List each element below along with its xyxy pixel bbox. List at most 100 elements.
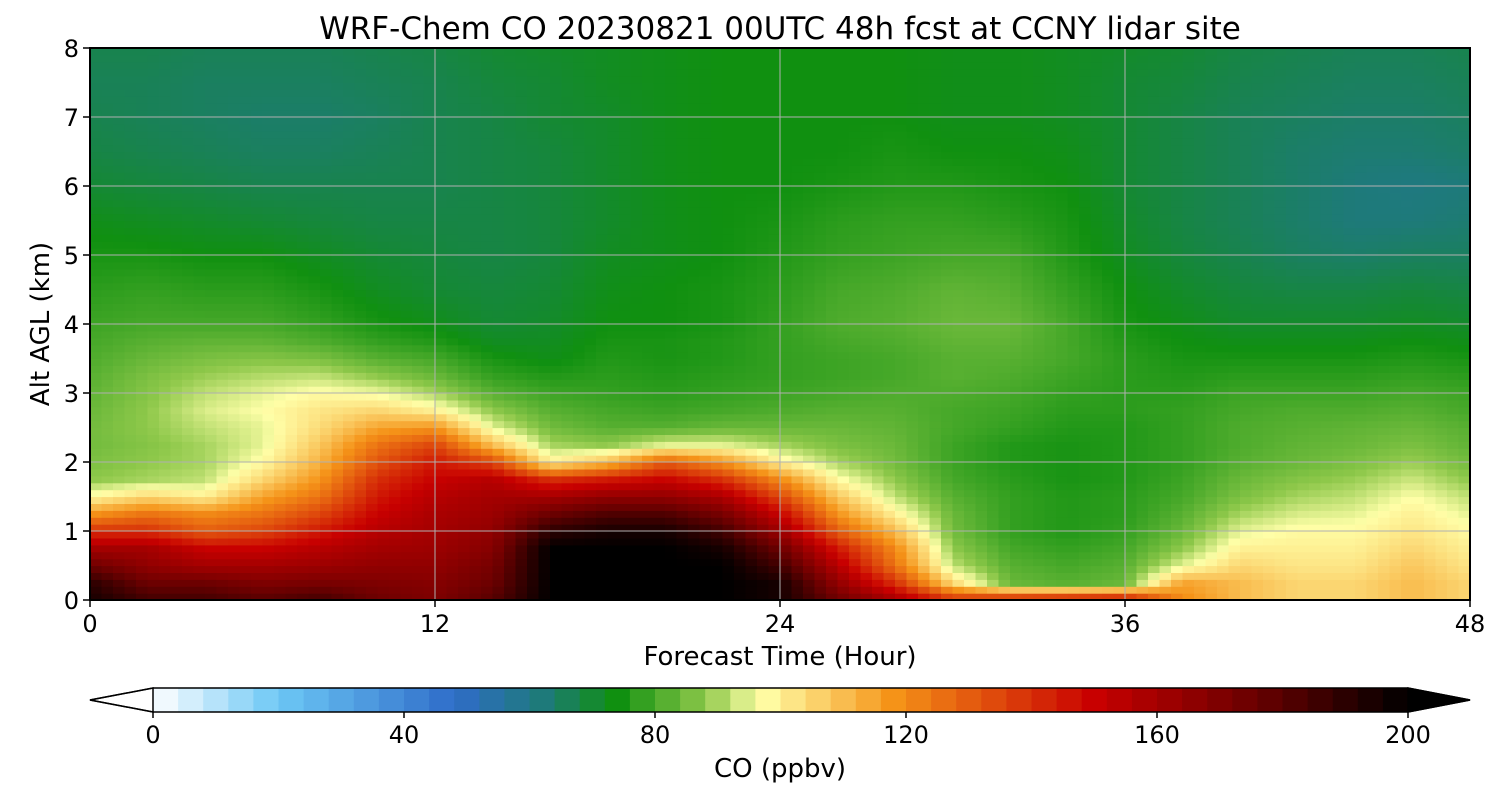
co-cell — [699, 268, 712, 277]
co-cell — [113, 496, 126, 504]
co-cell — [285, 248, 298, 256]
co-cell — [366, 496, 379, 504]
co-cell — [596, 386, 609, 394]
co-cell — [435, 372, 448, 380]
co-cell — [216, 475, 229, 484]
co-cell — [780, 434, 793, 442]
co-cell — [113, 420, 126, 429]
co-cell — [538, 593, 551, 601]
co-cell — [561, 365, 574, 373]
co-cell — [366, 137, 379, 146]
co-cell — [423, 551, 436, 560]
co-cell — [699, 427, 712, 435]
co-cell — [596, 448, 609, 456]
co-cell — [412, 282, 425, 291]
co-cell — [366, 393, 379, 401]
co-cell — [665, 365, 678, 373]
co-cell — [320, 399, 333, 408]
co-cell — [366, 351, 379, 360]
co-cell — [699, 337, 712, 346]
co-cell — [711, 420, 724, 429]
co-cell — [619, 565, 632, 573]
co-cell — [193, 399, 206, 408]
co-cell — [170, 379, 183, 387]
co-cell — [216, 220, 229, 228]
co-cell — [90, 579, 103, 587]
co-cell — [308, 192, 321, 201]
co-cell — [101, 82, 114, 90]
co-cell — [216, 165, 229, 173]
co-cell — [630, 572, 643, 580]
co-cell — [481, 158, 494, 166]
co-cell — [193, 289, 206, 297]
co-cell — [780, 220, 793, 228]
co-cell — [481, 61, 494, 70]
co-cell — [481, 255, 494, 263]
co-cell — [124, 151, 137, 159]
co-cell — [274, 103, 287, 111]
co-cell — [446, 572, 459, 580]
co-cell — [607, 496, 620, 504]
co-cell — [377, 413, 390, 422]
co-cell — [607, 365, 620, 373]
co-cell — [780, 268, 793, 277]
co-cell — [688, 227, 701, 235]
co-cell — [757, 524, 770, 532]
co-cell — [400, 186, 413, 194]
co-cell — [722, 268, 735, 277]
co-cell — [469, 386, 482, 394]
co-cell — [504, 268, 517, 277]
co-cell — [504, 199, 517, 208]
co-cell — [596, 275, 609, 284]
co-cell — [124, 455, 137, 463]
co-cell — [251, 420, 264, 429]
co-cell — [665, 441, 678, 449]
co-cell — [366, 586, 379, 594]
co-cell — [343, 324, 356, 332]
co-cell — [734, 227, 747, 235]
co-cell — [216, 227, 229, 235]
co-cell — [170, 151, 183, 159]
co-cell — [676, 496, 689, 504]
co-cell — [745, 475, 758, 484]
co-cell — [757, 441, 770, 449]
co-cell — [722, 551, 735, 560]
co-cell — [745, 455, 758, 463]
co-cell — [653, 427, 666, 435]
co-cell — [550, 344, 563, 353]
co-cell — [354, 503, 367, 511]
co-cell — [147, 455, 160, 463]
co-cell — [619, 110, 632, 118]
co-cell — [354, 337, 367, 346]
co-cell — [688, 75, 701, 84]
co-cell — [216, 151, 229, 159]
co-cell — [285, 220, 298, 228]
co-cell — [676, 151, 689, 159]
co-cell — [607, 579, 620, 587]
co-cell — [113, 475, 126, 484]
co-cell — [665, 406, 678, 415]
co-cell — [251, 151, 264, 159]
co-cell — [274, 165, 287, 173]
co-cell — [515, 565, 528, 573]
co-cell — [90, 206, 103, 215]
co-cell — [504, 82, 517, 90]
co-cell — [446, 296, 459, 304]
co-cell — [492, 537, 505, 546]
co-cell — [320, 510, 333, 518]
co-cell — [366, 54, 379, 63]
co-cell — [757, 544, 770, 553]
co-cell — [745, 220, 758, 228]
co-cell — [239, 261, 252, 270]
co-cell — [504, 227, 517, 235]
co-cell — [136, 503, 149, 511]
co-cell — [676, 117, 689, 125]
co-cell — [469, 372, 482, 380]
co-cell — [366, 48, 379, 56]
co-cell — [262, 130, 275, 139]
co-cell — [297, 137, 310, 146]
co-cell — [343, 399, 356, 408]
co-cell — [228, 427, 241, 435]
co-cell — [619, 241, 632, 249]
co-cell — [711, 89, 724, 97]
